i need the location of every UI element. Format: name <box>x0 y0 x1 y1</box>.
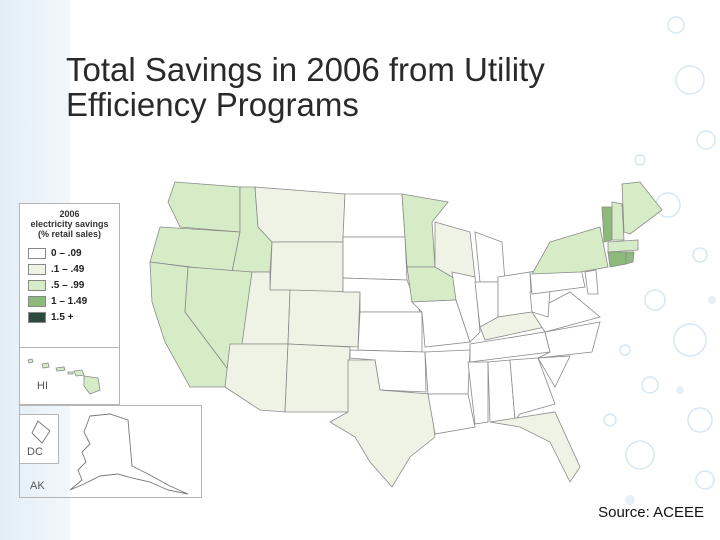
dc-shape <box>31 420 51 444</box>
state-ohio <box>497 271 533 318</box>
slide-title-line-2: Efficiency Programs <box>66 86 359 123</box>
state-massachusetts <box>607 239 639 253</box>
legend-item-label: 1.5 + <box>51 312 74 323</box>
state-new-mexico <box>284 343 351 413</box>
state-new-york <box>531 226 609 275</box>
legend-item-label: .5 – .99 <box>51 280 85 291</box>
state-colorado <box>287 289 361 348</box>
state-maine <box>621 181 663 235</box>
state-south-dakota <box>342 236 408 281</box>
state-montana <box>254 186 346 243</box>
hawaii-inset: HI <box>19 348 120 405</box>
legend-item: 1.5 + <box>28 311 119 324</box>
legend-title-metric: electricity savings <box>30 219 109 229</box>
state-minnesota <box>401 193 449 268</box>
dc-inset: DC <box>19 414 59 464</box>
state-illinois <box>451 271 481 343</box>
state-louisiana <box>427 393 476 435</box>
legend-title: 2006 electricity savings (% retail sales… <box>20 209 119 239</box>
legend-swatch <box>28 312 46 323</box>
state-georgia <box>509 357 556 422</box>
dc-label: DC <box>27 446 43 458</box>
alaska-label: AK <box>30 480 45 492</box>
source-credit: Source: ACEEE <box>598 504 704 521</box>
legend-item-label: 1 – 1.49 <box>51 296 88 307</box>
legend-title-unit: (% retail sales) <box>37 229 102 239</box>
state-tennessee <box>469 331 551 363</box>
state-wisconsin <box>434 221 476 278</box>
legend-item: .5 – .99 <box>28 279 119 292</box>
legend-item: 1 – 1.49 <box>28 295 119 308</box>
state-arizona <box>224 343 289 413</box>
slide-title-line-1: Total Savings in 2006 from Utility <box>66 51 545 88</box>
legend-swatch <box>28 280 46 291</box>
state-south-carolina <box>537 355 571 388</box>
state-washington <box>167 181 241 233</box>
state-mississippi <box>467 361 489 425</box>
hawaii-islands <box>27 358 101 395</box>
state-north-dakota <box>342 193 406 238</box>
state-michigan <box>474 231 506 283</box>
hawaii-label: HI <box>37 380 48 392</box>
state-wyoming <box>269 241 344 293</box>
state-missouri <box>411 299 471 348</box>
alaska-inset: AK <box>19 405 202 498</box>
legend-swatch <box>28 296 46 307</box>
state-new-hampshire <box>611 201 625 241</box>
state-kansas <box>357 311 423 353</box>
legend-item: 0 – .09 <box>28 247 119 260</box>
legend-swatch <box>28 248 46 259</box>
state-texas <box>329 359 436 488</box>
legend-item: .1 – .49 <box>28 263 119 276</box>
legend-swatch <box>28 264 46 275</box>
legend-items: 0 – .09 .1 – .49 .5 – .99 1 – 1.49 1.5 + <box>28 247 119 324</box>
legend-item-label: .1 – .49 <box>51 264 85 275</box>
map-legend: 2006 electricity savings (% retail sales… <box>19 203 120 348</box>
us-states-map <box>149 181 663 488</box>
legend-item-label: 0 – .09 <box>51 248 82 259</box>
state-vermont <box>601 206 613 243</box>
state-rhode-island <box>625 251 635 265</box>
alaska-shape <box>69 413 189 495</box>
state-arkansas <box>424 349 471 395</box>
state-new-jersey <box>584 269 599 295</box>
slide-title: Total Savings in 2006 from Utility Effic… <box>66 52 666 122</box>
state-florida <box>489 411 581 483</box>
legend-title-year: 2006 <box>59 209 80 219</box>
state-connecticut <box>607 251 627 268</box>
state-virginia <box>531 291 601 333</box>
state-north-carolina <box>537 321 601 359</box>
